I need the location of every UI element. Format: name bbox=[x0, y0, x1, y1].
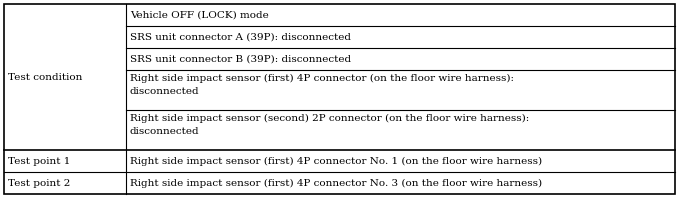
Text: Right side impact sensor (second) 2P connector (on the floor wire harness):: Right side impact sensor (second) 2P con… bbox=[130, 114, 529, 123]
Text: Right side impact sensor (first) 4P connector No. 3 (on the floor wire harness): Right side impact sensor (first) 4P conn… bbox=[130, 179, 542, 188]
Bar bbox=[4, 4, 675, 194]
Text: SRS unit connector B (39P): disconnected: SRS unit connector B (39P): disconnected bbox=[130, 54, 351, 64]
Text: Test point 1: Test point 1 bbox=[8, 156, 71, 166]
Text: Right side impact sensor (first) 4P connector (on the floor wire harness):: Right side impact sensor (first) 4P conn… bbox=[130, 74, 513, 83]
Text: Right side impact sensor (first) 4P connector No. 1 (on the floor wire harness): Right side impact sensor (first) 4P conn… bbox=[130, 156, 542, 166]
Text: Test point 2: Test point 2 bbox=[8, 179, 71, 187]
Text: Vehicle OFF (LOCK) mode: Vehicle OFF (LOCK) mode bbox=[130, 11, 268, 20]
Text: SRS unit connector A (39P): disconnected: SRS unit connector A (39P): disconnected bbox=[130, 32, 350, 42]
Text: disconnected: disconnected bbox=[130, 87, 199, 96]
Text: Test condition: Test condition bbox=[8, 73, 82, 81]
Text: disconnected: disconnected bbox=[130, 127, 199, 136]
